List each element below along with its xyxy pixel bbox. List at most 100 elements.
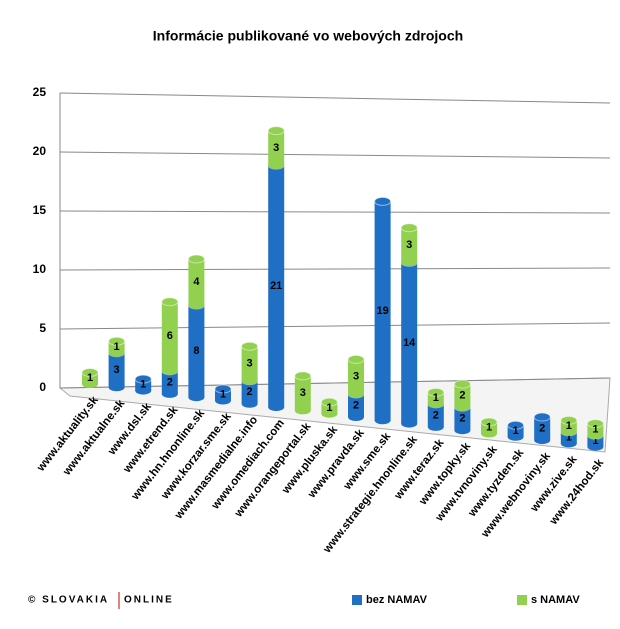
x-tick-label: www.topky.sk (417, 440, 474, 508)
data-label: 8 (193, 345, 199, 357)
legend-label: s NAMAV (531, 594, 580, 606)
data-label: 1 (592, 423, 598, 435)
segment-top (453, 379, 471, 389)
bar-segment (348, 393, 364, 417)
bar-segment (587, 435, 604, 447)
bar-segment (135, 379, 152, 391)
bar-segment (427, 403, 444, 427)
data-label: 21 (270, 280, 282, 292)
bar-segment (241, 346, 258, 381)
y-tick-label: 20 (33, 144, 47, 158)
data-label: 3 (406, 239, 412, 251)
data-label: 2 (247, 386, 253, 398)
data-label: 1 (220, 389, 226, 401)
bar-segment (507, 425, 524, 437)
data-label: 1 (513, 425, 519, 437)
bar-segment (587, 423, 604, 436)
data-label: 19 (376, 305, 388, 317)
segment-top (267, 126, 285, 136)
chart-title: Informácie publikované vo webových zdroj… (153, 28, 463, 44)
segment-top (480, 417, 498, 427)
bar-segment (108, 341, 125, 353)
data-label: 1 (486, 422, 492, 434)
data-label: 1 (433, 392, 439, 404)
data-label: 4 (193, 276, 200, 288)
grid-line (59, 92, 611, 104)
logo-right: ONLINE (124, 595, 174, 606)
grid-line (59, 210, 611, 214)
data-label: 2 (433, 409, 439, 421)
bar-segment (188, 305, 205, 398)
data-label: 1 (140, 379, 146, 391)
bar-segment (427, 392, 444, 404)
segment-top (560, 415, 578, 425)
bar-segment (374, 201, 391, 421)
data-label: 2 (353, 399, 359, 411)
logo-left: © SLOVAKIA (28, 595, 109, 606)
grid-line (59, 151, 611, 159)
data-label: 1 (566, 420, 572, 432)
data-label: 2 (459, 413, 465, 425)
x-tick-label: www.24hod.sk (547, 457, 606, 528)
segment-top (81, 367, 99, 377)
segment-top (586, 419, 604, 429)
bar-segment (161, 301, 178, 371)
data-label: 6 (167, 330, 173, 342)
segment-top (320, 397, 338, 407)
legend-label: bez NAMAV (366, 594, 428, 606)
bar-segment (268, 130, 285, 166)
bar-segment (241, 380, 258, 404)
data-label: 1 (87, 372, 93, 384)
bar-segment (108, 352, 125, 388)
bar-segment (321, 402, 338, 414)
data-label: 2 (459, 390, 465, 402)
segment-top (400, 223, 418, 233)
segment-top (533, 412, 551, 422)
bar-segment (454, 407, 471, 431)
y-tick-label: 5 (39, 321, 46, 335)
bar-segment (268, 165, 285, 408)
bar-segment (560, 431, 577, 444)
bar-segment (401, 262, 418, 424)
grid-line (59, 267, 611, 271)
data-label: 14 (403, 337, 416, 349)
data-label: 2 (539, 422, 545, 434)
segment-top (187, 254, 205, 264)
segment-top (374, 196, 392, 206)
legend-swatch (352, 595, 362, 605)
data-label: 1 (114, 341, 120, 353)
data-label: 1 (566, 432, 572, 444)
segment-top (108, 336, 126, 346)
y-tick-label: 10 (33, 262, 47, 276)
bar-segment (534, 417, 551, 441)
data-label: 3 (247, 357, 253, 369)
segment-top (134, 374, 152, 384)
segment-top (214, 384, 232, 394)
y-tick-label: 25 (33, 85, 47, 99)
data-label: 2 (167, 376, 173, 388)
segment-top (161, 297, 179, 307)
segment-top (241, 341, 259, 351)
segment-top (294, 371, 312, 381)
segment-top (427, 387, 445, 397)
y-tick-label: 0 (39, 380, 46, 394)
segment-top (347, 354, 365, 364)
legend-swatch (517, 595, 527, 605)
bar-segment (161, 370, 178, 394)
bar-segment (294, 375, 311, 411)
bar-segment (454, 384, 471, 408)
segment-top (507, 420, 525, 430)
y-tick-label: 15 (33, 203, 47, 217)
data-label: 3 (114, 364, 120, 376)
bar-segment (82, 372, 98, 384)
bar-segment (481, 421, 497, 434)
grid-line (59, 377, 611, 389)
data-label: 1 (592, 435, 598, 447)
data-label: 1 (326, 402, 332, 414)
data-label: 3 (353, 371, 359, 383)
bar-segment (560, 420, 577, 432)
bar-segment (348, 359, 364, 394)
bar-segment (188, 258, 205, 306)
